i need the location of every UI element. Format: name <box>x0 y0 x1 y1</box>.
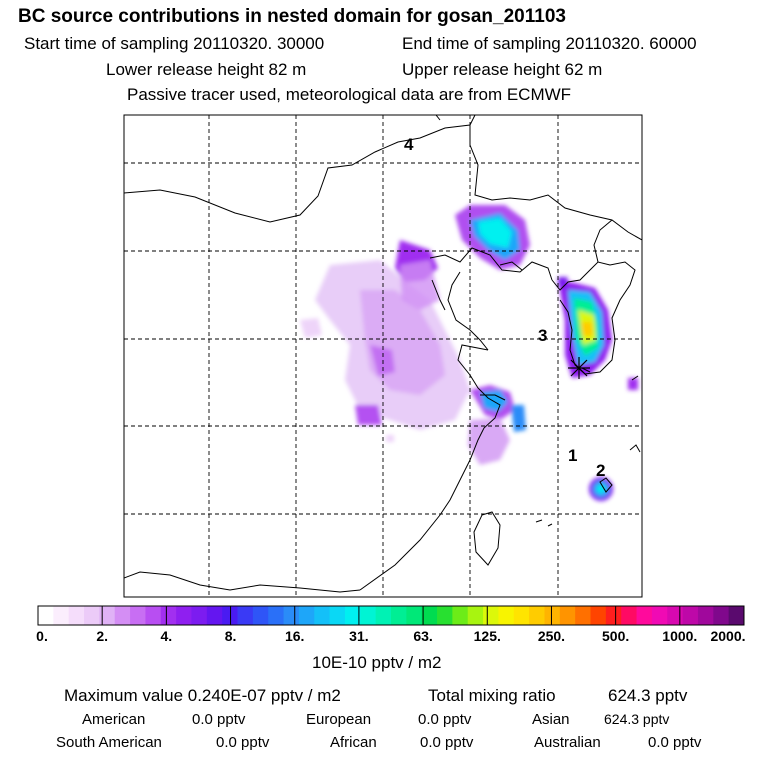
tracer-note: Passive tracer used, meteorological data… <box>127 85 572 104</box>
contribution-region-south-american: South American <box>56 734 162 751</box>
colorbar-label: 31. <box>349 628 369 644</box>
colorbar-label: 125. <box>473 628 501 644</box>
upper-release-text: Upper release height 62 m <box>402 60 603 79</box>
colorbar-cell <box>191 606 208 625</box>
colorbar-cell <box>667 606 684 625</box>
contribution-region-australian: Australian <box>534 734 601 751</box>
region-label-2: 2 <box>596 461 605 480</box>
contribution-value-australian: 0.0 pptv <box>648 734 702 751</box>
contribution-value-south-american: 0.0 pptv <box>216 734 270 751</box>
region-label-4: 4 <box>404 135 414 154</box>
colorbar-label: 16. <box>284 628 305 644</box>
colorbar-label: 2000. <box>710 628 746 644</box>
contribution-value-european: 0.0 pptv <box>418 711 472 728</box>
colorbar-cell <box>713 606 730 625</box>
colorbar-label: 2. <box>96 628 109 644</box>
colorbar-cell <box>421 606 438 625</box>
contribution-region-european: European <box>306 711 372 728</box>
colorbar-label: 4. <box>160 628 173 644</box>
colorbar-cell <box>283 606 300 625</box>
colorbar-cell <box>498 606 515 625</box>
colorbar-label: 250. <box>537 628 566 644</box>
contribution-region-american: American <box>82 711 146 728</box>
colorbar-border <box>37 605 745 626</box>
colorbar-units: 10E-10 pptv / m2 <box>312 653 442 672</box>
total-mixing-label: Total mixing ratio <box>428 686 556 705</box>
colorbar-cell <box>206 606 223 625</box>
lower-release-text: Lower release height 82 m <box>106 60 307 79</box>
colorbar-cell <box>452 606 469 625</box>
colorbar-cell <box>590 606 607 625</box>
end-sampling-text: End time of sampling 20110320. 60000 <box>402 34 697 53</box>
start-sampling-text: Start time of sampling 20110320. 30000 <box>24 34 325 53</box>
contribution-value-american: 0.0 pptv <box>192 711 246 728</box>
colorbar-cell <box>252 606 269 625</box>
region-label-3: 3 <box>538 326 547 345</box>
colorbar-label: 1000. <box>662 628 698 644</box>
colorbar-cell <box>621 606 638 625</box>
colorbar-cell <box>99 606 116 625</box>
colorbar-cell <box>575 606 592 625</box>
colorbar-cell <box>513 606 530 625</box>
colorbar-cell <box>314 606 331 625</box>
colorbar-cell <box>406 606 423 625</box>
colorbar-cell <box>130 606 146 625</box>
colorbar-cell <box>84 606 100 625</box>
colorbar-cell <box>375 606 392 625</box>
colorbar-cell <box>114 606 131 625</box>
colorbar-cell <box>237 606 254 625</box>
colorbar-label: 63. <box>413 628 433 644</box>
colorbar-cell <box>68 606 85 625</box>
colorbar-cell <box>636 606 653 625</box>
colorbar-cell <box>160 606 177 625</box>
chart-title: BC source contributions in nested domain… <box>18 6 566 27</box>
colorbar-cell <box>559 606 576 625</box>
plume-east-china-coast <box>386 385 526 465</box>
total-mixing-value: 624.3 pptv <box>608 686 688 705</box>
colorbar-cell <box>605 606 622 625</box>
colorbar-cell <box>344 606 361 625</box>
colorbar-cell <box>298 606 315 625</box>
plume-east-china-sea-spot <box>589 477 613 501</box>
region-label-1: 1 <box>568 446 577 465</box>
colorbar-cell <box>437 606 453 625</box>
plume-inland-china <box>300 240 470 430</box>
receptor-marker-icon <box>568 357 590 379</box>
colorbar-label: 500. <box>602 628 630 644</box>
colorbar-cell <box>467 606 484 625</box>
colorbar-cell <box>268 606 285 625</box>
colorbar-cell <box>682 606 699 625</box>
colorbar-cell <box>651 606 668 625</box>
colorbar-cell <box>329 606 346 625</box>
colorbar <box>37 605 745 626</box>
colorbar-cell <box>145 606 162 625</box>
contribution-value-asian: 624.3 pptv <box>604 711 670 727</box>
gridlines <box>124 115 642 597</box>
coastlines <box>124 115 642 593</box>
colorbar-cell <box>697 606 714 625</box>
contribution-region-african: African <box>330 734 377 751</box>
colorbar-cell <box>360 606 377 625</box>
maximum-value-text: Maximum value 0.240E-07 pptv / m2 <box>64 686 341 705</box>
colorbar-label: 8. <box>224 628 237 644</box>
plume-north-korea-bay <box>455 205 530 270</box>
contribution-value-african: 0.0 pptv <box>420 734 474 751</box>
colorbar-label: 0. <box>36 628 48 644</box>
colorbar-cell <box>38 606 54 625</box>
colorbar-cell <box>544 606 561 625</box>
colorbar-cell <box>728 606 745 625</box>
colorbar-cell <box>391 606 407 625</box>
colorbar-cell <box>53 606 70 625</box>
contribution-region-asian: Asian <box>532 711 570 728</box>
colorbar-cell <box>529 606 545 625</box>
colorbar-cell <box>176 606 192 625</box>
colorbar-cell <box>483 606 499 625</box>
